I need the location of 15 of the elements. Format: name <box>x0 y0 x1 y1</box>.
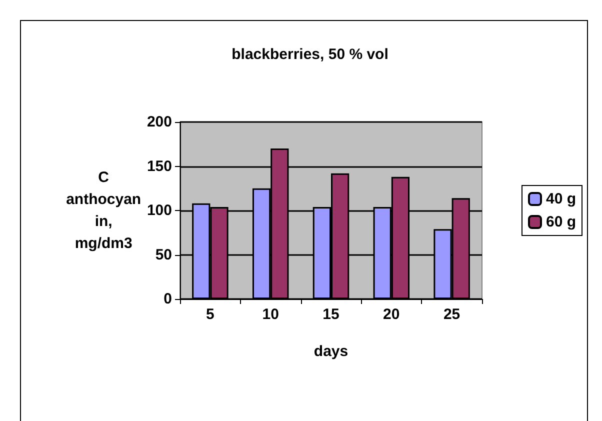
x-tick-label: 20 <box>383 306 400 323</box>
x-tick-label: 5 <box>206 306 214 323</box>
chart-title: blackberries, 50 % vol <box>232 46 388 63</box>
y-tick-label: 200 <box>146 114 172 130</box>
y-tick-label: 50 <box>155 246 172 264</box>
y-tick-label: 100 <box>146 202 172 219</box>
y-tick-label: 0 <box>164 290 172 308</box>
y-axis-title: C anthocyan in, mg/dm3 <box>66 169 142 252</box>
x-tick-label: 15 <box>322 306 340 323</box>
y-tick-label: 150 <box>146 158 172 175</box>
x-tick-label: 25 <box>443 306 460 323</box>
legend-label: 40 g <box>546 190 576 208</box>
legend-label: 60 g <box>546 214 576 230</box>
x-tick-label: 10 <box>262 306 279 323</box>
x-axis-title: days <box>314 343 348 360</box>
